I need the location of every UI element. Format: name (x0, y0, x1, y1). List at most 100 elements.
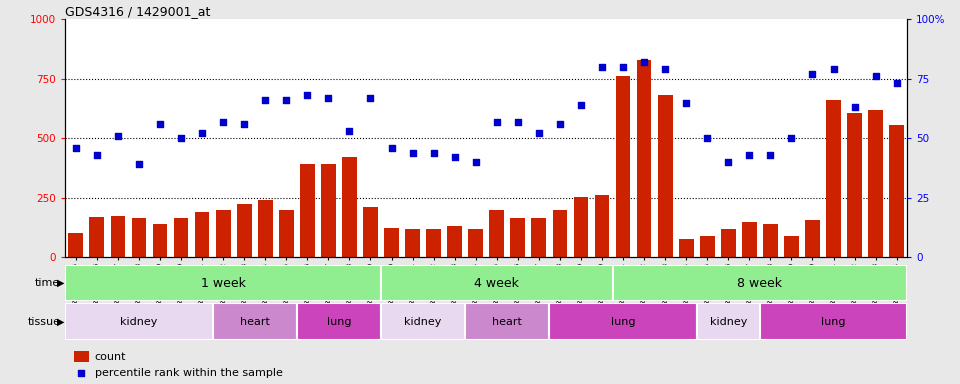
Bar (279, 210, 294, 257)
Bar (342, 157, 357, 257)
Bar (195, 212, 209, 257)
Bar (426, 229, 441, 257)
Bar (321, 164, 336, 257)
Bar (216, 210, 230, 257)
Text: 1 week: 1 week (201, 277, 246, 290)
Point (321, 95, 336, 101)
Bar (889, 125, 904, 257)
Text: GDS4316 / 1429001_at: GDS4316 / 1429001_at (65, 5, 210, 18)
Point (174, 135, 189, 141)
Bar (363, 207, 378, 257)
Text: 8 week: 8 week (737, 277, 782, 290)
Point (552, 121, 567, 127)
Bar (237, 204, 252, 257)
Bar (805, 220, 820, 257)
Bar (697, 303, 760, 340)
Text: 4 week: 4 week (474, 277, 519, 290)
Bar (763, 224, 778, 257)
Bar (612, 265, 907, 301)
Text: percentile rank within the sample: percentile rank within the sample (95, 368, 282, 379)
Bar (658, 95, 673, 257)
Point (658, 66, 673, 72)
Bar (89, 217, 105, 257)
Bar (381, 303, 466, 340)
Bar (553, 210, 567, 257)
Bar (742, 222, 756, 257)
Bar (760, 303, 907, 340)
Point (447, 154, 463, 161)
Point (278, 97, 294, 103)
Bar (65, 265, 381, 301)
Point (700, 135, 715, 141)
Point (132, 161, 147, 167)
Point (236, 121, 252, 127)
Bar (300, 164, 315, 257)
Point (489, 119, 504, 125)
Bar (594, 195, 610, 257)
Point (510, 119, 525, 125)
Text: ▶: ▶ (57, 278, 64, 288)
Bar (74, 351, 89, 362)
Point (257, 97, 273, 103)
Point (405, 149, 420, 156)
Point (426, 149, 442, 156)
Bar (721, 229, 735, 257)
Point (636, 59, 652, 65)
Bar (573, 197, 588, 257)
Text: lung: lung (822, 316, 846, 327)
Text: kidney: kidney (120, 316, 157, 327)
Bar (212, 303, 297, 340)
Point (868, 73, 883, 79)
Bar (381, 265, 612, 301)
Text: time: time (36, 278, 60, 288)
Point (110, 133, 126, 139)
Point (74, 370, 89, 376)
Bar (848, 113, 862, 257)
Bar (700, 236, 714, 257)
Point (889, 80, 904, 86)
Bar (68, 233, 84, 257)
Point (762, 152, 778, 158)
Point (847, 104, 862, 110)
Bar (784, 236, 799, 257)
Bar (297, 303, 381, 340)
Point (195, 131, 210, 137)
Text: kidney: kidney (404, 316, 442, 327)
Bar (65, 303, 212, 340)
Point (783, 135, 799, 141)
Point (531, 131, 546, 137)
Bar (174, 218, 188, 257)
Bar (636, 60, 652, 257)
Bar (384, 227, 399, 257)
Bar (532, 218, 546, 257)
Bar (132, 218, 146, 257)
Point (215, 119, 230, 125)
Bar (549, 303, 697, 340)
Bar (405, 229, 420, 257)
Bar (468, 229, 483, 257)
Point (153, 121, 168, 127)
Bar (679, 240, 693, 257)
Text: count: count (95, 351, 127, 362)
Point (826, 66, 841, 72)
Text: tissue: tissue (28, 316, 60, 327)
Text: lung: lung (326, 316, 351, 327)
Point (573, 102, 588, 108)
Point (804, 71, 820, 77)
Point (468, 159, 484, 165)
Bar (258, 200, 273, 257)
Bar (110, 216, 125, 257)
Text: heart: heart (240, 316, 270, 327)
Point (615, 64, 631, 70)
Point (300, 92, 315, 98)
Point (594, 64, 610, 70)
Text: ▶: ▶ (57, 316, 64, 327)
Bar (447, 226, 462, 257)
Point (363, 95, 378, 101)
Point (721, 159, 736, 165)
Bar (511, 218, 525, 257)
Text: lung: lung (611, 316, 636, 327)
Bar (868, 110, 883, 257)
Bar (490, 210, 504, 257)
Point (742, 152, 757, 158)
